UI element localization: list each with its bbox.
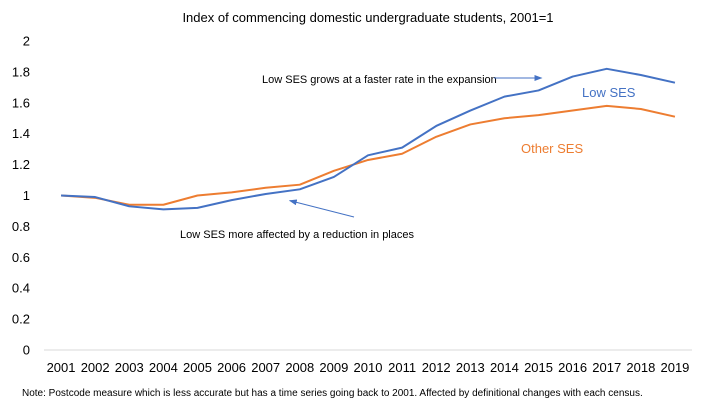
y-tick-label: 2 [23,34,30,49]
x-tick-label: 2014 [490,360,519,375]
annotation-expansion: Low SES grows at a faster rate in the ex… [262,74,497,86]
y-tick-label: 1 [23,188,30,203]
x-tick-label: 2005 [183,360,212,375]
x-tick-label: 2015 [524,360,553,375]
footnote: Note: Postcode measure which is less acc… [22,388,643,399]
series-line-other-ses [60,104,676,206]
series-label-low-ses: Low SES [582,85,636,100]
annotation-arrow-reduction [288,199,355,218]
y-tick-label: 0.4 [12,281,30,296]
series-line-low-ses [61,67,676,211]
x-tick-label: 2018 [626,360,655,375]
x-tick-label: 2012 [422,360,451,375]
series-group [60,67,676,211]
x-tick-label: 2011 [388,360,416,375]
y-tick-label: 0.2 [12,312,30,327]
y-tick-label: 1.6 [12,95,30,110]
series-label-other-ses: Other SES [521,141,583,156]
y-tick-label: 1.8 [12,64,30,79]
x-tick-label: 2017 [592,360,621,375]
y-axis: 0 0.2 0.4 0.6 0.8 1 1.2 1.4 1.6 1.8 2 [12,34,30,358]
y-tick-label: 1.4 [12,126,30,141]
y-tick-label: 1.2 [12,157,30,172]
y-tick-label: 0.8 [12,219,30,234]
x-tick-label: 2008 [285,360,314,375]
x-tick-label: 2019 [660,360,689,375]
x-axis: 2001 2002 2003 2004 2005 2006 2007 2008 2009 2010… [47,360,690,375]
y-tick-label: 0.6 [12,250,30,265]
x-tick-label: 2007 [251,360,280,375]
chart-title: Index of commencing domestic undergradua… [182,10,553,25]
x-tick-label: 2002 [81,360,110,375]
annotation-reduction: Low SES more affected by a reduction in … [180,229,414,241]
x-tick-label: 2016 [558,360,587,375]
x-tick-label: 2006 [217,360,246,375]
y-tick-label: 0 [23,343,30,358]
x-tick-label: 2010 [354,360,383,375]
x-tick-label: 2001 [47,360,76,375]
x-tick-label: 2004 [149,360,178,375]
x-tick-label: 2009 [319,360,348,375]
x-tick-label: 2003 [115,360,144,375]
x-tick-label: 2013 [456,360,485,375]
